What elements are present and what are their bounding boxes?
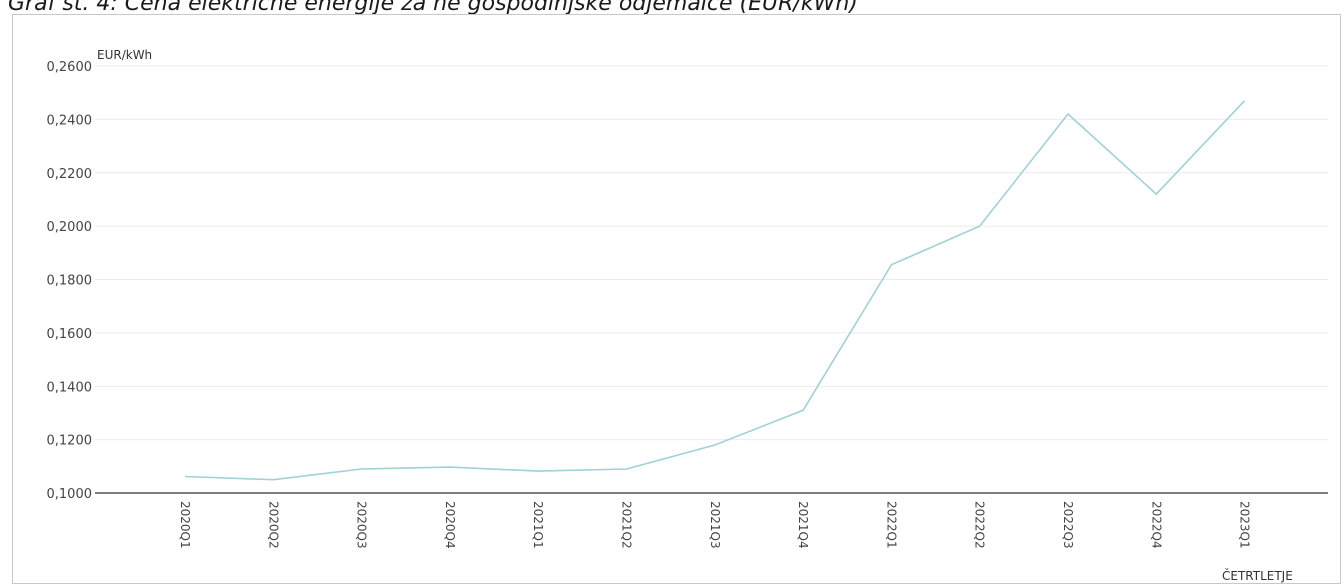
x-tick-label: 2020Q1 xyxy=(178,501,192,549)
y-tick-label: 0,1600 xyxy=(47,327,93,342)
y-tick-labels: 0,1000 0,1200 0,1400 0,1600 0,1800 0,2000 0,22… xyxy=(47,60,93,502)
x-tick-label: 2022Q1 xyxy=(884,501,898,549)
x-tick-labels: 2020Q1 2020Q2 2020Q3 2020Q4 2021Q1 2021Q2 2021… xyxy=(178,501,1252,549)
x-tick-label: 2020Q3 xyxy=(355,501,369,549)
gridlines xyxy=(95,65,1328,441)
x-tick-label: 2022Q2 xyxy=(973,501,987,549)
x-tick-label: 2021Q4 xyxy=(796,501,810,549)
y-tick-label: 0,2000 xyxy=(47,220,93,235)
y-tick-label: 0,2600 xyxy=(47,60,93,75)
y-tick-label: 0,1200 xyxy=(47,434,93,449)
x-tick-label: 2020Q2 xyxy=(266,501,280,549)
y-tick-label: 0,2200 xyxy=(47,167,93,182)
x-tick-label: 2022Q3 xyxy=(1061,501,1075,549)
x-axis-label: ČETRTLETJE xyxy=(1222,568,1293,583)
series-line xyxy=(184,100,1246,481)
chart-title: Graf št. 4: Cena električne energije za … xyxy=(8,0,858,16)
y-tick-label: 0,1400 xyxy=(47,380,93,395)
y-tick-label: 0,2400 xyxy=(47,113,93,128)
x-tick-label: 2021Q2 xyxy=(620,501,634,549)
chart-frame xyxy=(12,14,1341,584)
x-tick-label: 2021Q1 xyxy=(531,501,545,549)
x-tick-label: 2023Q1 xyxy=(1238,501,1252,549)
x-tick-label: 2022Q4 xyxy=(1149,501,1163,549)
x-tick-label: 2020Q4 xyxy=(443,501,457,549)
y-axis-label: EUR/kWh xyxy=(97,48,152,62)
x-tick-label: 2021Q3 xyxy=(708,501,722,549)
y-tick-label: 0,1800 xyxy=(47,274,93,289)
y-tick-label: 0,1000 xyxy=(47,487,93,502)
